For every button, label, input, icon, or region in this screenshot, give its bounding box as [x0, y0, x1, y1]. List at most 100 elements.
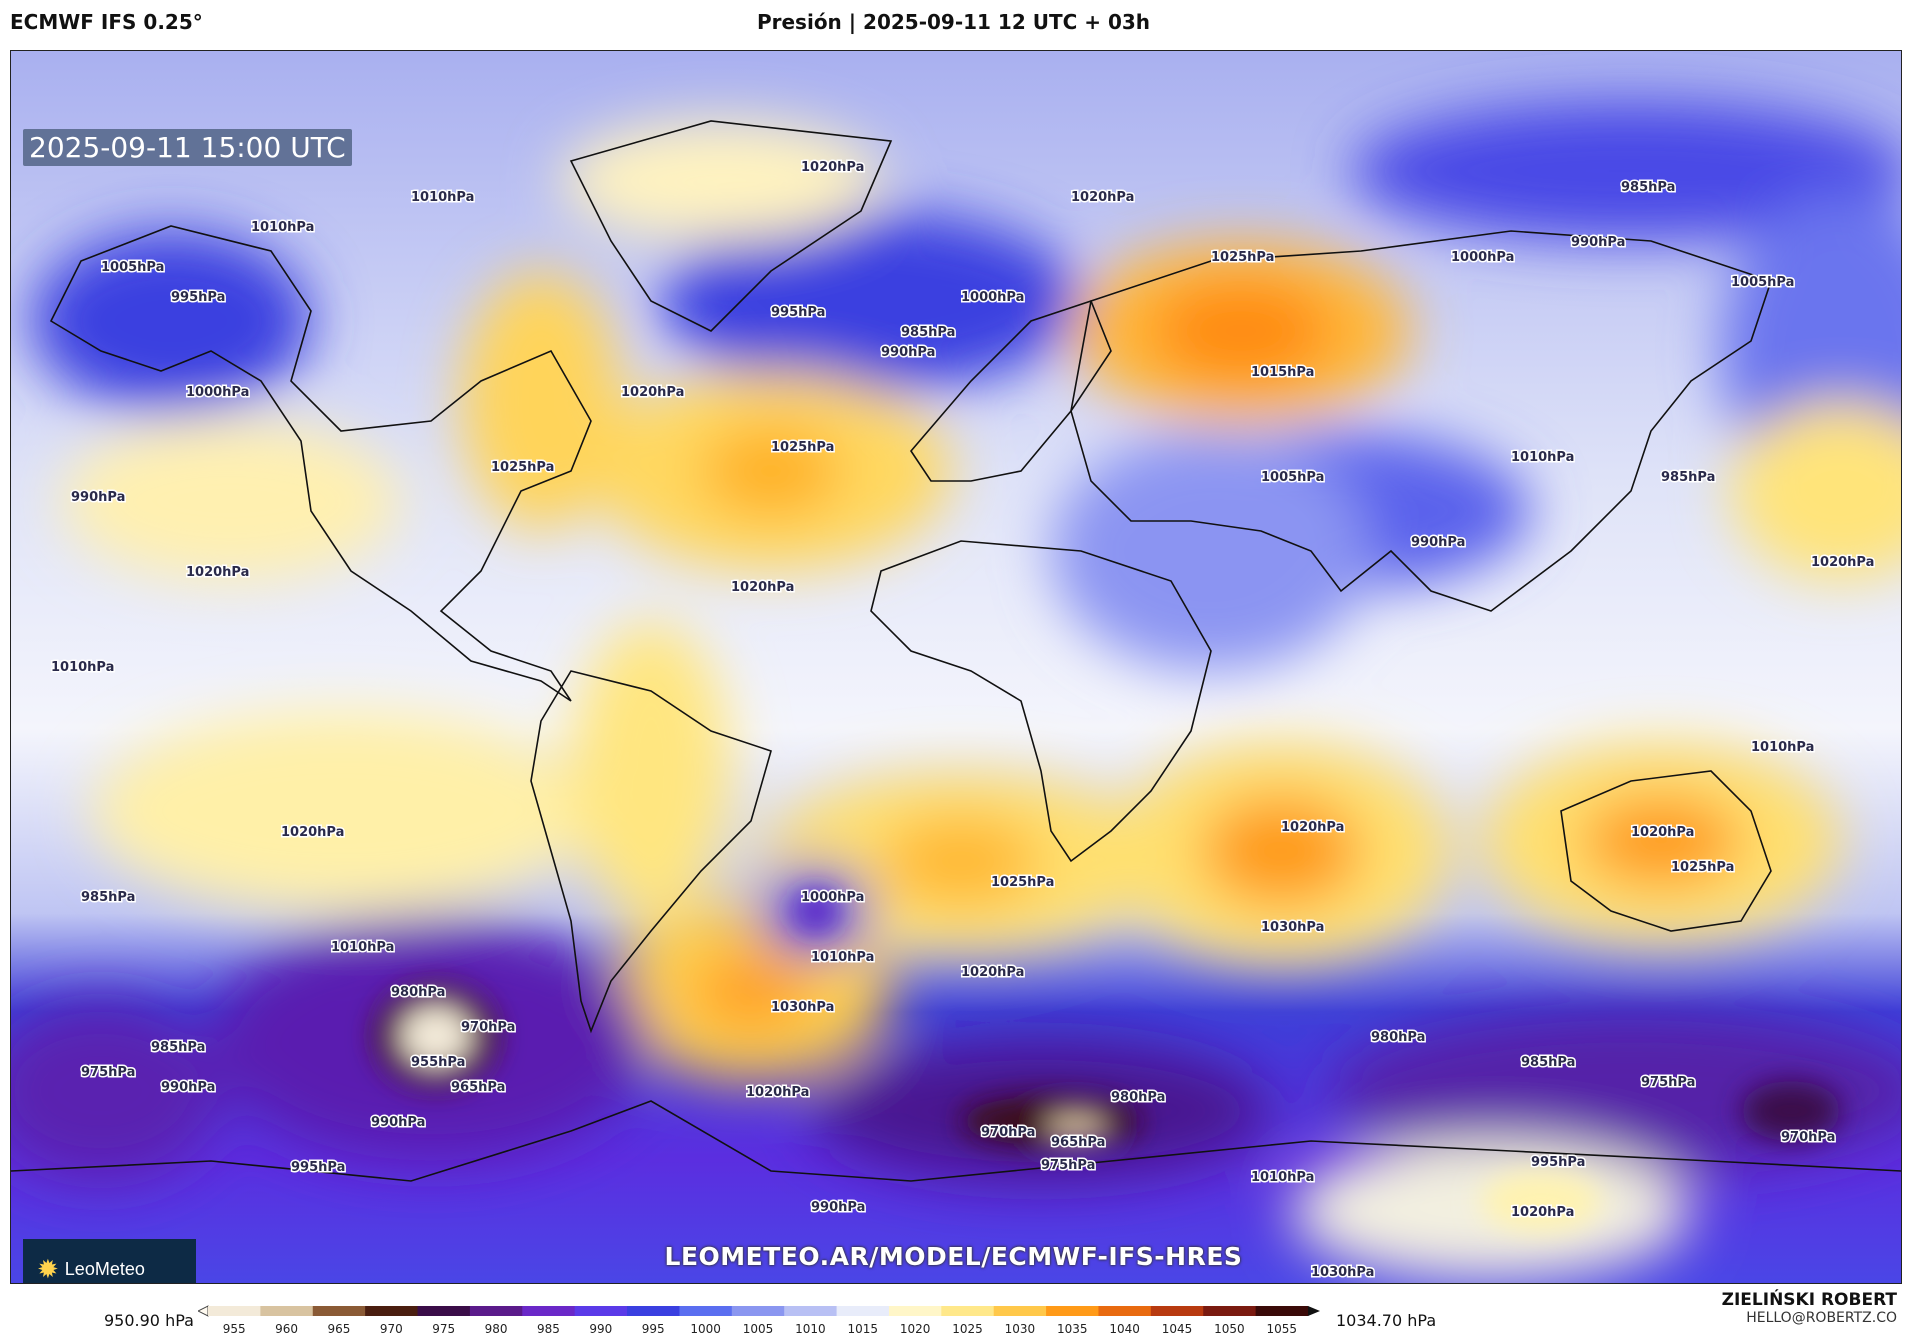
colorbar-min-arrow	[198, 1305, 209, 1317]
contour-label: 1020hPa	[1631, 825, 1694, 840]
author-block: ZIELIŃSKI ROBERT HELLO@ROBERTZ.CO	[1722, 1290, 1897, 1326]
map-title: Presión | 2025-09-11 12 UTC + 03h	[756, 10, 1151, 34]
contour-label: 1020hPa	[1811, 555, 1874, 570]
contour-label: 1005hPa	[1261, 470, 1324, 485]
contour-label: 1010hPa	[1751, 740, 1814, 755]
colorbar-tick-label: 1015	[847, 1322, 878, 1336]
contour-label: 1010hPa	[51, 660, 114, 675]
greenland-outline	[569, 120, 893, 332]
contour-label: 995hPa	[771, 305, 825, 320]
coastlines	[11, 120, 1901, 1182]
contour-label: 995hPa	[1531, 1155, 1585, 1170]
sun-icon: ✹	[37, 1253, 59, 1284]
author-name: ZIELIŃSKI ROBERT	[1721, 1290, 1897, 1310]
contour-label: 1020hPa	[621, 385, 684, 400]
colorbar-segment	[888, 1306, 942, 1316]
colorbar-segment	[312, 1306, 366, 1316]
contour-label: 1015hPa	[1251, 365, 1314, 380]
colorbar-min-label: 950.90 hPa	[104, 1311, 194, 1330]
valid-time-badge: 2025-09-11 15:00 UTC	[23, 129, 352, 166]
colorbar-tick-label: 980	[485, 1322, 508, 1336]
contour-label: 1020hPa	[731, 580, 794, 595]
contour-label: 965hPa	[1051, 1135, 1105, 1150]
colorbar-tick-label: 1020	[900, 1322, 931, 1336]
contour-label: 995hPa	[291, 1160, 345, 1175]
contour-label: 1025hPa	[491, 460, 554, 475]
europe-outline	[909, 300, 1112, 482]
contour-label: 975hPa	[1641, 1075, 1695, 1090]
contour-label: 955hPa	[411, 1055, 465, 1070]
contour-label: 990hPa	[1571, 235, 1625, 250]
colorbar-segment	[784, 1306, 838, 1316]
leometeo-logo: ✹ LeoMeteo	[23, 1239, 196, 1284]
colorbar-segment	[208, 1306, 261, 1316]
colorbar-max-arrow	[1308, 1306, 1320, 1316]
contour-label: 1030hPa	[771, 1000, 834, 1015]
colorbar-tick-label: 985	[537, 1322, 560, 1336]
contour-label: 1000hPa	[961, 290, 1024, 305]
antarctica-outline	[11, 1100, 1901, 1182]
contour-label: 1000hPa	[186, 385, 249, 400]
pressure-cores	[376, 891, 1841, 1231]
colorbar-tick-label: 960	[275, 1322, 298, 1336]
contour-label: 1000hPa	[801, 890, 864, 905]
contour-label: 1025hPa	[1671, 860, 1734, 875]
north-america-outline	[49, 225, 592, 702]
colorbar-segment	[993, 1306, 1047, 1316]
colorbar-segment	[1255, 1306, 1309, 1316]
logo-text: LeoMeteo	[64, 1258, 145, 1279]
colorbar-segment	[469, 1306, 523, 1316]
colorbar-tick-label: 1005	[743, 1322, 774, 1336]
contour-labels: 1015hPa 1025hPa 990hPa 985hPa 995hPa 100…	[50, 159, 1876, 1282]
colorbar-tick-label: 1025	[952, 1322, 983, 1336]
colorbar-tick-label: 965	[327, 1322, 350, 1336]
model-label: ECMWF IFS 0.25°	[10, 10, 203, 34]
contour-label: 1005hPa	[101, 260, 164, 275]
colorbar-segment	[731, 1306, 785, 1316]
colorbar-tick-label: 1045	[1162, 1322, 1193, 1336]
contour-label: 970hPa	[981, 1125, 1035, 1140]
contour-label: 1020hPa	[801, 160, 864, 175]
contour-label: 985hPa	[1621, 180, 1675, 195]
colorbar-tick-label: 975	[432, 1322, 455, 1336]
contour-label: 1020hPa	[746, 1085, 809, 1100]
contour-label: 985hPa	[1661, 470, 1715, 485]
pressure-map[interactable]: 1015hPa 1025hPa 990hPa 985hPa 995hPa 100…	[10, 50, 1902, 1284]
contour-label: 985hPa	[151, 1040, 205, 1055]
colorbar-segment	[679, 1306, 733, 1316]
contour-label: 990hPa	[811, 1200, 865, 1215]
contour-label: 1010hPa	[251, 220, 314, 235]
colorbar-segment	[836, 1306, 890, 1316]
contour-label: 990hPa	[161, 1080, 215, 1095]
contour-label: 980hPa	[1111, 1090, 1165, 1105]
africa-outline	[870, 540, 1212, 863]
contour-label: 985hPa	[1521, 1055, 1575, 1070]
colorbar-tick-label: 990	[589, 1322, 612, 1336]
contour-label: 990hPa	[1411, 535, 1465, 550]
colorbar-segment	[941, 1306, 995, 1316]
author-email[interactable]: HELLO@ROBERTZ.CO	[1746, 1310, 1897, 1326]
contour-label: 1010hPa	[1511, 450, 1574, 465]
colorbar-segment	[1203, 1306, 1257, 1316]
colorbar-tick-label: 970	[380, 1322, 403, 1336]
colorbar-tick-label: 1040	[1109, 1322, 1140, 1336]
contour-label: 1010hPa	[1251, 1170, 1314, 1185]
contour-label: 1020hPa	[281, 825, 344, 840]
contour-label: 1025hPa	[771, 440, 834, 455]
pressure-field: 1015hPa 1025hPa 990hPa 985hPa 995hPa 100…	[11, 51, 1901, 1283]
colorbar-segment	[1046, 1306, 1099, 1316]
colorbar-tick-label: 1055	[1267, 1322, 1298, 1336]
colorbar-tick-label: 1010	[795, 1322, 826, 1336]
colorbar-tick-label: 1035	[1057, 1322, 1088, 1336]
colorbar-segment	[627, 1306, 680, 1316]
pressure-blobs	[11, 101, 1901, 1281]
contour-label: 975hPa	[81, 1065, 135, 1080]
contour-label: 1020hPa	[1071, 190, 1134, 205]
contour-label: 1020hPa	[961, 965, 1024, 980]
colorbar-tick-label: 1000	[690, 1322, 721, 1336]
contour-label: 1020hPa	[1281, 820, 1344, 835]
colorbar-tick-label: 1050	[1214, 1322, 1245, 1336]
contour-label: 1020hPa	[186, 565, 249, 580]
contour-label: 965hPa	[451, 1080, 505, 1095]
contour-label: 970hPa	[461, 1020, 515, 1035]
